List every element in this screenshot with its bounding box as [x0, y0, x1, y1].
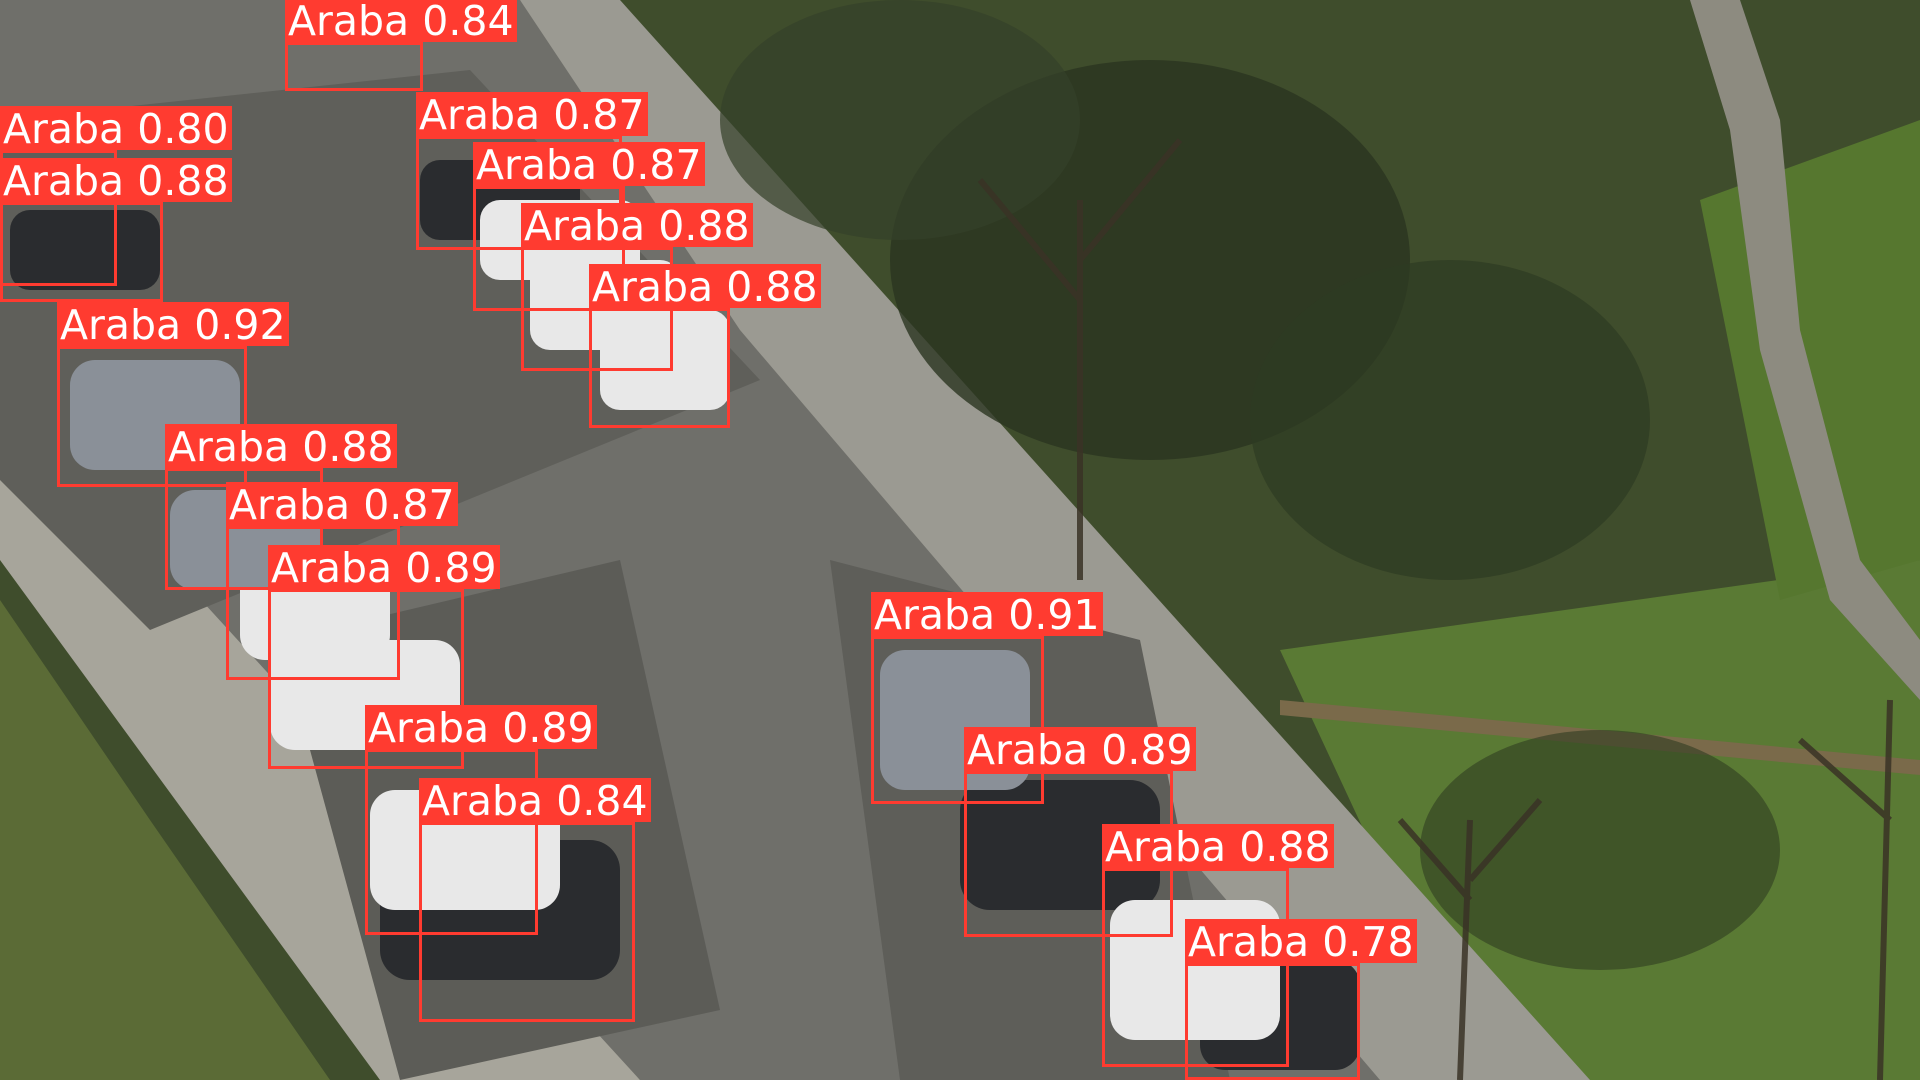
class-name: Araba	[168, 423, 290, 471]
detection-label: Araba 0.88	[0, 157, 232, 205]
class-name: Araba	[592, 263, 714, 311]
class-name: Araba	[288, 0, 410, 45]
detection-box: Araba 0.88	[0, 158, 232, 302]
bounding-box-outline	[57, 346, 247, 487]
detection-label: Araba 0.88	[521, 202, 753, 250]
detection-box: Araba 0.87	[416, 92, 648, 250]
confidence-score: 0.87	[610, 141, 702, 189]
class-name: Araba	[419, 91, 541, 139]
bounding-box-outline	[871, 636, 1044, 804]
confidence-score: 0.88	[302, 423, 394, 471]
class-name: Araba	[874, 591, 996, 639]
detection-box: Araba 0.84	[419, 778, 651, 1022]
confidence-score: 0.88	[726, 263, 818, 311]
detection-label: Araba 0.80	[0, 105, 232, 153]
confidence-score: 0.88	[658, 202, 750, 250]
bounding-box-outline	[1185, 963, 1360, 1080]
class-name: Araba	[524, 202, 646, 250]
confidence-score: 0.89	[1101, 726, 1193, 774]
detection-label: Araba 0.88	[1102, 823, 1334, 871]
class-name: Araba	[229, 481, 351, 529]
confidence-score: 0.78	[1322, 918, 1414, 966]
confidence-score: 0.84	[422, 0, 514, 45]
class-name: Araba	[422, 777, 544, 825]
confidence-score: 0.89	[502, 704, 594, 752]
confidence-score: 0.88	[1239, 823, 1331, 871]
detection-label: Araba 0.87	[226, 481, 458, 529]
detection-label: Araba 0.92	[57, 301, 289, 349]
detection-label: Araba 0.88	[165, 423, 397, 471]
detection-box: Araba 0.91	[871, 592, 1103, 804]
class-name: Araba	[60, 301, 182, 349]
class-name: Araba	[476, 141, 598, 189]
bounding-box-outline	[1102, 868, 1289, 1067]
class-name: Araba	[3, 157, 125, 205]
confidence-score: 0.88	[137, 157, 229, 205]
detection-label: Araba 0.87	[473, 141, 705, 189]
detection-label: Araba 0.89	[268, 544, 500, 592]
detection-box: Araba 0.89	[365, 705, 597, 935]
bounding-box-outline	[419, 822, 635, 1022]
confidence-score: 0.92	[194, 301, 286, 349]
detection-box: Araba 0.88	[521, 203, 753, 371]
confidence-score: 0.84	[556, 777, 648, 825]
detection-box: Araba 0.88	[589, 264, 821, 428]
class-name: Araba	[1105, 823, 1227, 871]
bounding-box-outline	[416, 136, 622, 250]
detection-label: Araba 0.89	[964, 726, 1196, 774]
detection-label: Araba 0.89	[365, 704, 597, 752]
detection-label: Araba 0.84	[285, 0, 517, 45]
detection-box: Araba 0.89	[268, 545, 500, 769]
class-name: Araba	[271, 544, 393, 592]
confidence-score: 0.80	[137, 105, 229, 153]
confidence-score: 0.87	[553, 91, 645, 139]
class-name: Araba	[1188, 918, 1310, 966]
bounding-box-outline	[0, 202, 163, 302]
detection-box: Araba 0.80	[0, 106, 232, 286]
detection-label: Araba 0.91	[871, 591, 1103, 639]
detection-box: Araba 0.78	[1185, 919, 1417, 1080]
bounding-box-outline	[165, 468, 323, 590]
detection-label: Araba 0.84	[419, 777, 651, 825]
bounding-box-outline	[365, 749, 538, 935]
detection-box: Araba 0.87	[226, 482, 458, 680]
bounding-box-outline	[285, 42, 423, 91]
detection-box: Araba 0.87	[473, 142, 705, 311]
class-name: Araba	[967, 726, 1089, 774]
detection-label: Araba 0.78	[1185, 918, 1417, 966]
confidence-score: 0.87	[363, 481, 455, 529]
bounding-box-outline	[226, 526, 400, 680]
bounding-box-outline	[589, 308, 730, 428]
detection-box: Araba 0.88	[1102, 824, 1334, 1067]
class-name: Araba	[368, 704, 490, 752]
confidence-score: 0.89	[405, 544, 497, 592]
detection-box: Araba 0.84	[285, 0, 517, 91]
detection-box: Araba 0.92	[57, 302, 289, 487]
detection-box: Araba 0.88	[165, 424, 397, 590]
confidence-score: 0.91	[1008, 591, 1100, 639]
class-name: Araba	[3, 105, 125, 153]
detection-label: Araba 0.87	[416, 91, 648, 139]
detection-label: Araba 0.88	[589, 263, 821, 311]
